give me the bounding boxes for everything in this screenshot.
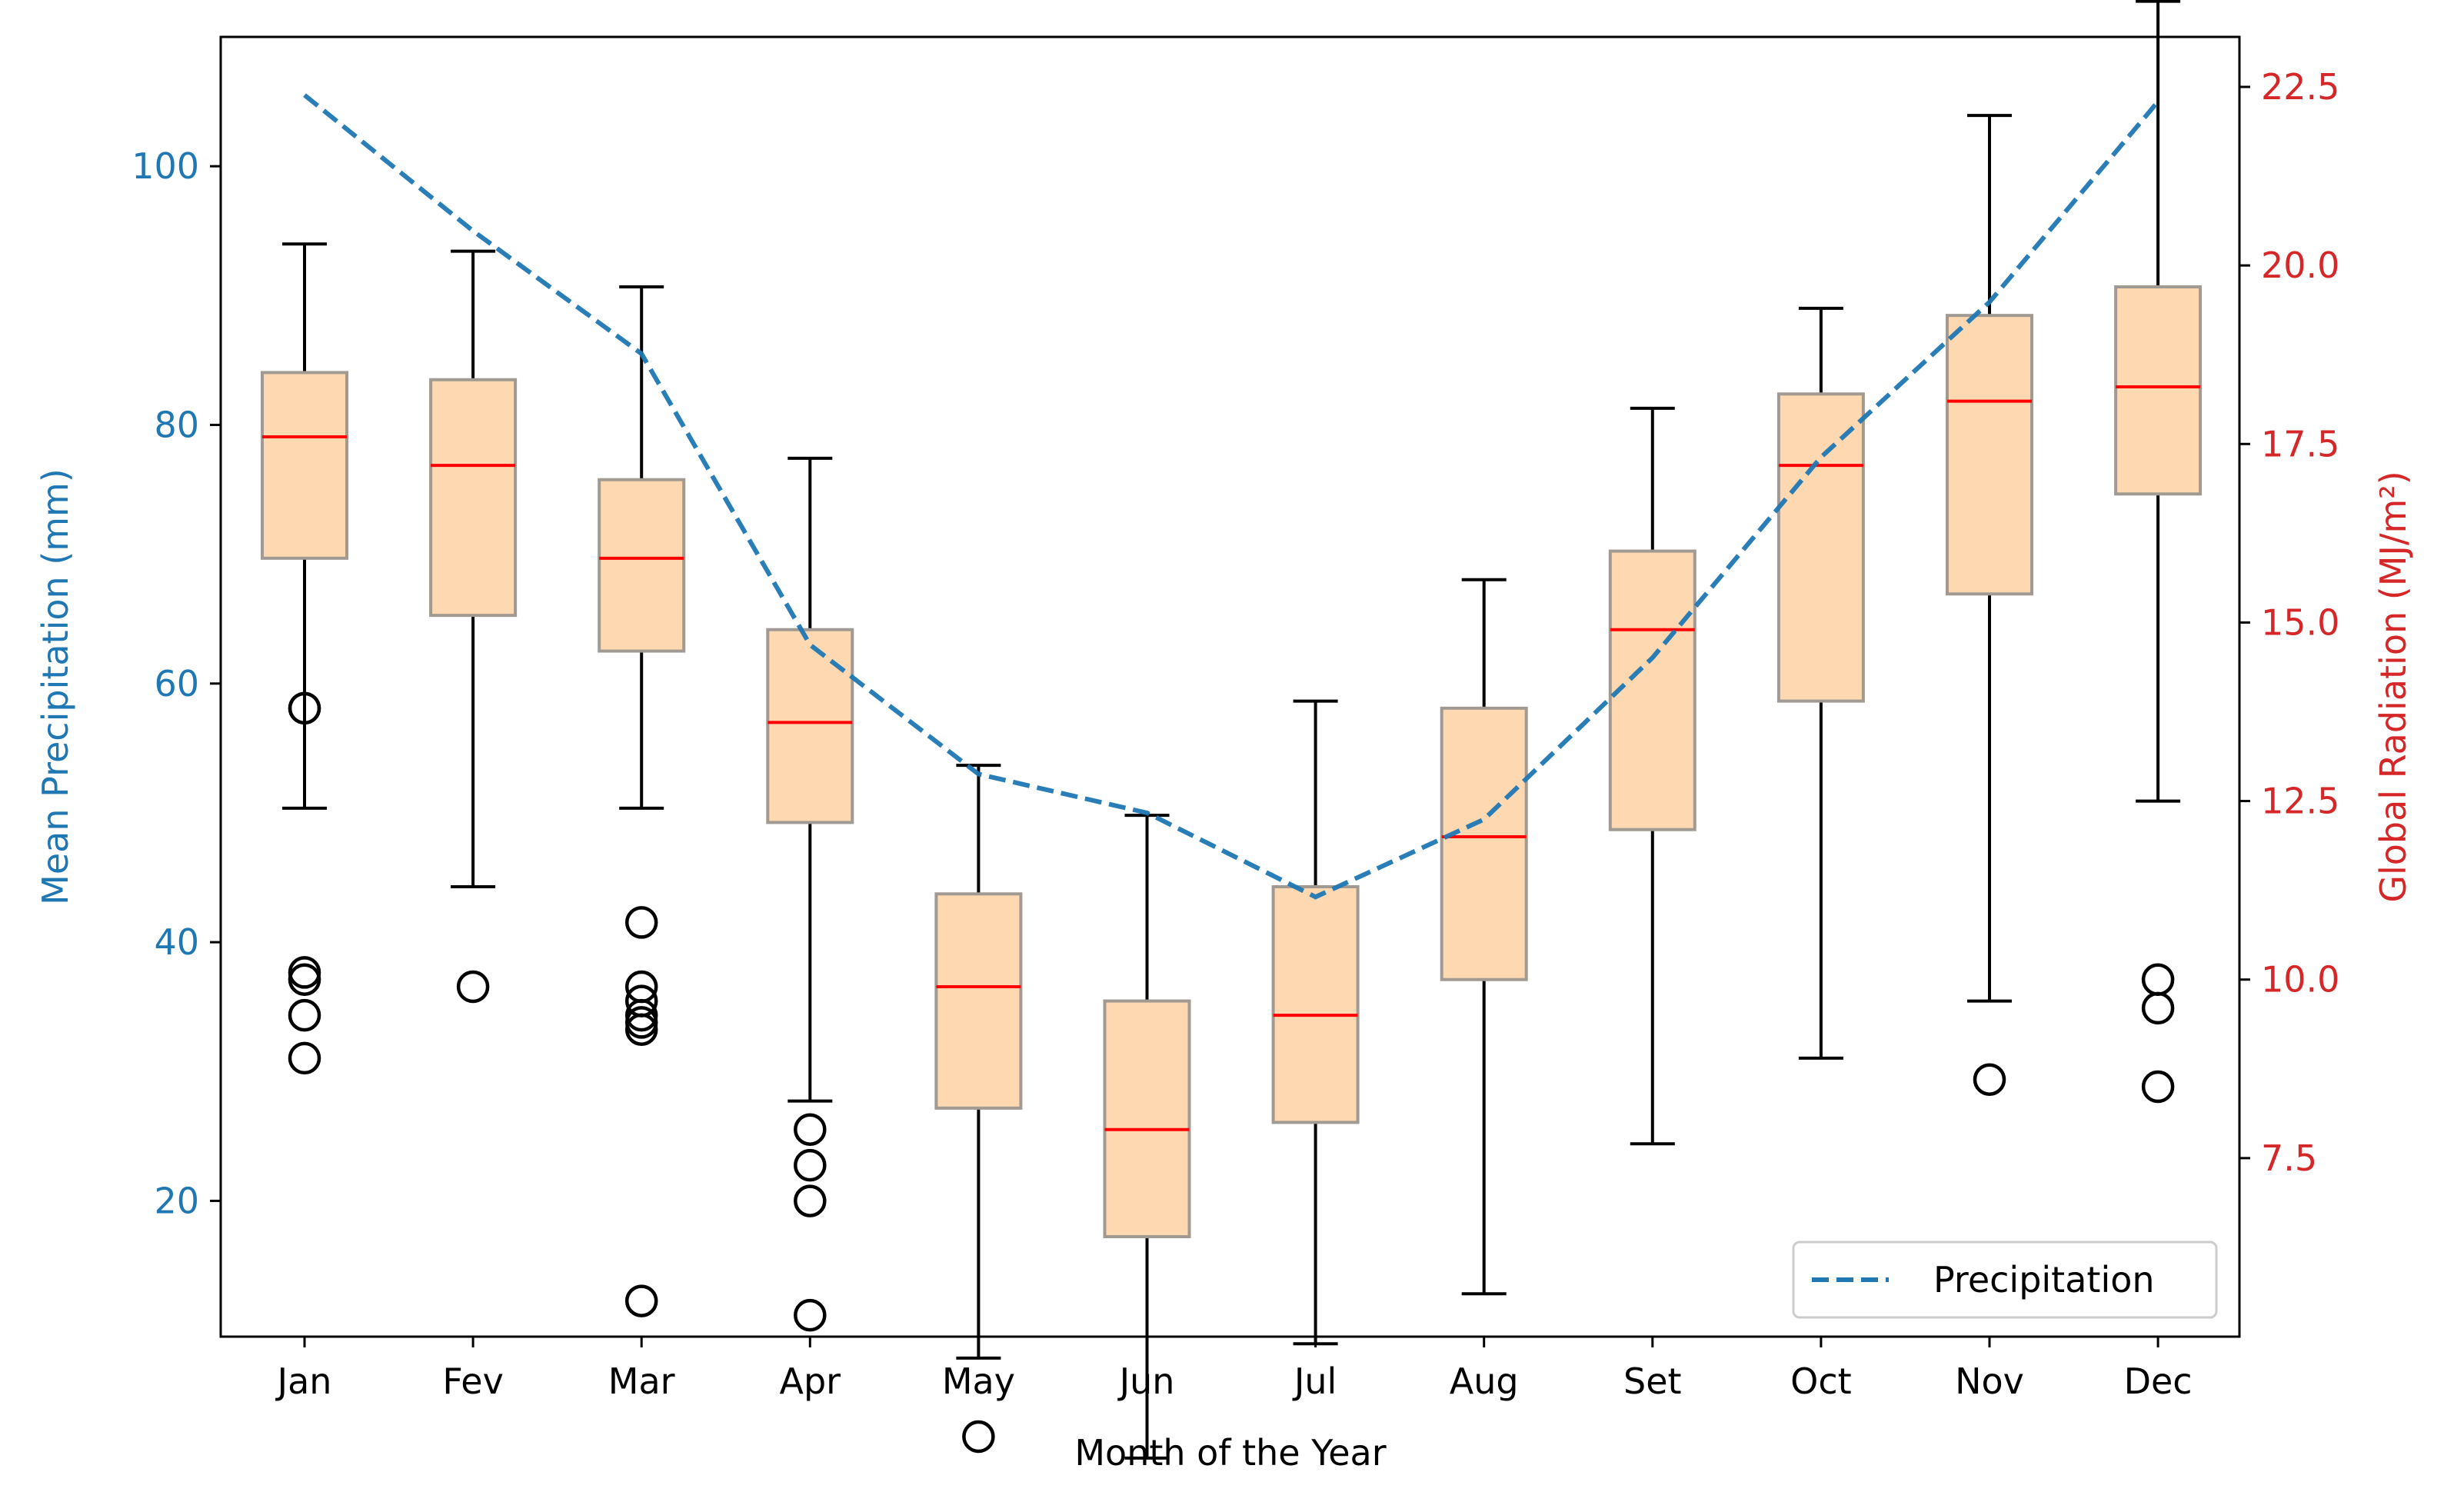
- legend-frame: [1792, 1241, 2218, 1319]
- box-jun: [1103, 814, 1191, 1460]
- y-left-tick-label: 40: [154, 921, 199, 963]
- y-left-tick-label: 20: [154, 1180, 199, 1221]
- outlier-point: [288, 691, 321, 725]
- x-tick-label: Jun: [1117, 1360, 1175, 1402]
- legend: Precipitation: [1792, 1241, 2218, 1319]
- outlier-point: [794, 1298, 827, 1332]
- y-left-tick-label: 100: [132, 145, 199, 187]
- outlier-point: [794, 1148, 827, 1182]
- y-right-tick-label: 15.0: [2261, 601, 2339, 643]
- y-axis-left-label: Mean Precipitation (mm): [35, 468, 76, 905]
- x-tick-label: Nov: [1955, 1360, 2024, 1402]
- radiation-boxes: [261, 0, 2203, 1460]
- box-oct: [1776, 306, 1865, 1060]
- outlier-point: [288, 1041, 321, 1075]
- box-iqr: [261, 371, 348, 560]
- box-dec: [2114, 0, 2203, 1104]
- outlier-point: [288, 956, 321, 989]
- box-apr: [766, 456, 854, 1332]
- y-axis-right: 7.5 10.0 12.5 15.0 17.5 20.0 22.5: [2239, 66, 2339, 1179]
- y-right-tick-label: 7.5: [2261, 1137, 2317, 1179]
- y-left-tick-label: 60: [154, 663, 199, 704]
- outlier-point: [794, 1184, 827, 1217]
- x-tick-label: Mar: [608, 1360, 675, 1402]
- y-axis-right-label: Global Radiation (MJ/m²): [2372, 471, 2414, 902]
- plot-frame: [219, 35, 2241, 1338]
- y-right-tick-label: 17.5: [2261, 423, 2339, 465]
- y-right-tick-label: 12.5: [2261, 781, 2339, 822]
- y-right-tick-label: 10.0: [2261, 959, 2339, 1001]
- outlier-point: [624, 984, 658, 1017]
- outlier-point: [1973, 1063, 2006, 1096]
- box-may: [934, 764, 1023, 1454]
- y-left-tick-label: 80: [154, 404, 199, 445]
- box-iqr: [1103, 999, 1191, 1238]
- y-right-tick-label: 22.5: [2261, 66, 2339, 108]
- outlier-point: [2141, 1070, 2175, 1104]
- box-iqr: [598, 478, 686, 653]
- box-jan: [261, 242, 348, 1075]
- outlier-point: [624, 970, 658, 1004]
- legend-label-precipitation: Precipitation: [1933, 1259, 2155, 1301]
- box-aug: [1440, 578, 1528, 1296]
- outlier-point: [624, 906, 658, 939]
- x-tick-label: May: [942, 1360, 1015, 1402]
- box-jul: [1271, 699, 1360, 1346]
- x-tick-label: Set: [1623, 1360, 1682, 1402]
- x-axis: Jan Fev Mar Apr May Jun Jul Aug Set Oct Nov Dec: [275, 1337, 2193, 1402]
- box-mar: [598, 285, 686, 1317]
- outlier-point: [2141, 991, 2175, 1025]
- box-iqr: [1946, 314, 2033, 596]
- box-iqr: [934, 892, 1023, 1110]
- box-iqr: [2114, 285, 2203, 496]
- outlier-point: [2141, 963, 2175, 996]
- box-fev: [429, 249, 518, 1004]
- x-axis-label: Month of the Year: [1074, 1432, 1386, 1474]
- x-tick-label: Jan: [275, 1360, 332, 1402]
- x-tick-label: Oct: [1790, 1360, 1852, 1402]
- outlier-point: [288, 998, 321, 1032]
- x-tick-label: Dec: [2124, 1360, 2193, 1402]
- box-iqr: [1776, 392, 1865, 703]
- box-nov: [1946, 114, 2033, 1096]
- outlier-point: [624, 1284, 658, 1317]
- box-iqr: [1271, 885, 1360, 1124]
- box-set: [1608, 406, 1696, 1146]
- outlier-point: [288, 963, 321, 996]
- outlier-point: [456, 970, 490, 1004]
- box-iqr: [429, 378, 518, 618]
- x-tick-label: Apr: [780, 1360, 841, 1402]
- box-iqr: [1440, 706, 1528, 981]
- box-iqr: [766, 628, 854, 824]
- series-line-precipitation: [303, 93, 2160, 900]
- y-right-tick-label: 20.0: [2261, 245, 2339, 286]
- outlier-point: [794, 1113, 827, 1146]
- precipitation-series: [303, 93, 2160, 900]
- x-tick-label: Fev: [442, 1360, 503, 1402]
- box-iqr: [1608, 549, 1696, 831]
- x-tick-label: Aug: [1450, 1360, 1519, 1402]
- outlier-point: [962, 1420, 995, 1454]
- y-axis-left: 20 40 60 80 100: [132, 145, 221, 1221]
- x-tick-label: Jul: [1292, 1360, 1337, 1402]
